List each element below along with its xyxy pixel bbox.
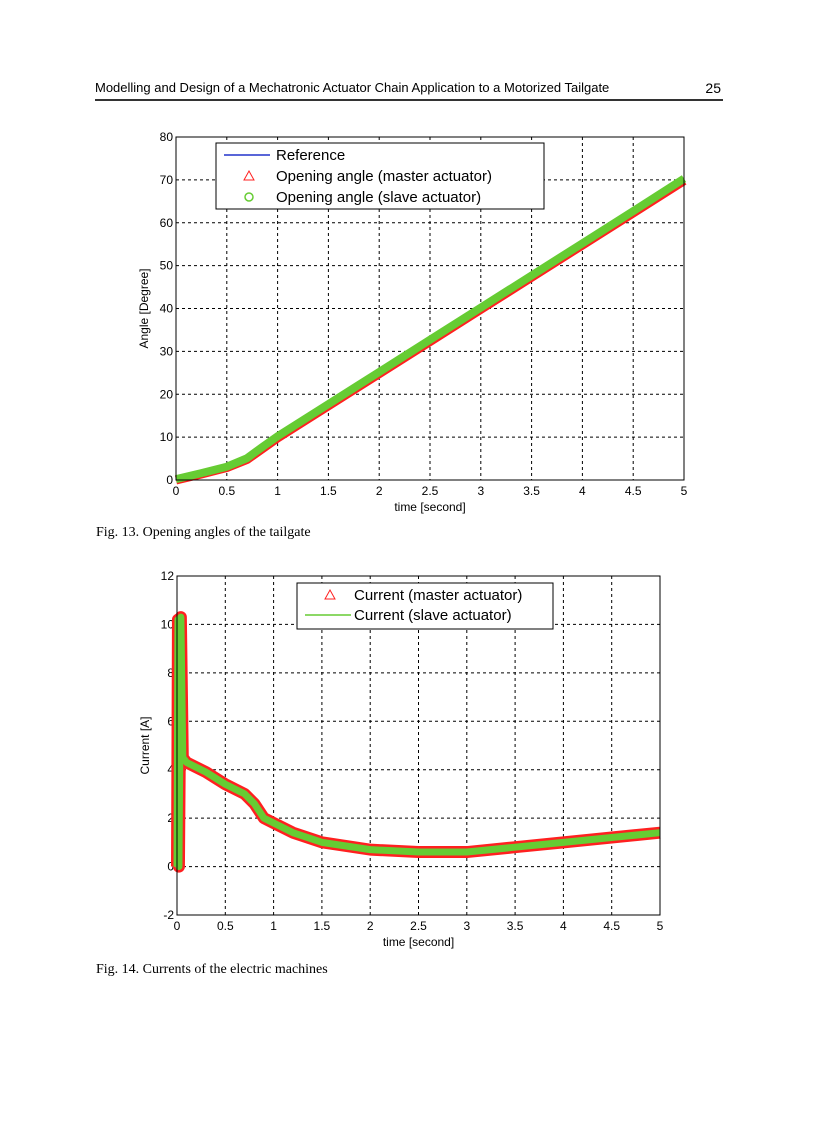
legend: Current (master actuator) Current (slave … [296,582,554,630]
x-tick-label: 0.5 [217,919,234,933]
y-tick-label: 50 [160,259,174,273]
running-header: Modelling and Design of a Mechatronic Ac… [95,80,723,101]
y-tick-label: 10 [160,430,174,444]
plot-frame [176,575,661,916]
x-tick-label: 3 [477,484,484,498]
y-tick-label: 12 [161,569,175,583]
y-axis-label: Current [A] [138,716,152,774]
plot-frame [175,136,685,481]
legend-label: Current (master actuator) [354,587,522,604]
y-tick-label: 4 [167,763,174,777]
y-tick-label: 70 [160,173,174,187]
x-tick-label: 5 [657,919,664,933]
legend: Reference Opening angle (master actuator)… [215,142,545,210]
y-axis-label: Angle [Degree] [137,268,151,348]
x-tick-label: 1.5 [320,484,337,498]
series-line-2 [173,613,661,871]
y-tick-label: 6 [167,714,174,728]
y-tick-label: 8 [167,666,174,680]
page-number: 25 [705,80,721,96]
x-tick-label: 4.5 [625,484,642,498]
x-tick-label: 0 [174,919,181,933]
x-tick-label: 4 [560,919,567,933]
x-axis-label: time [second] [394,500,465,514]
legend-label: Opening angle (master actuator) [276,168,492,185]
x-tick-label: 5 [681,484,688,498]
y-tick-label: 0 [166,473,173,487]
y-tick-label: 40 [160,302,174,316]
y-tick-label: 30 [160,344,174,358]
x-tick-label: 4 [579,484,586,498]
x-tick-label: 2 [376,484,383,498]
x-axis-label: time [second] [383,935,454,949]
y-tick-label: 20 [160,387,174,401]
x-tick-label: 2.5 [410,919,427,933]
figure-14-caption: Fig. 14. Currents of the electric machin… [96,962,328,977]
series-line-3 [175,175,687,484]
x-tick-label: 3.5 [523,484,540,498]
x-tick-label: 1.5 [314,919,331,933]
x-tick-label: 4.5 [603,919,620,933]
legend-label: Opening angle (slave actuator) [276,189,481,206]
y-tick-label: 60 [160,216,174,230]
y-tick-label: 80 [160,130,174,144]
legend-label: Current (slave actuator) [354,607,512,624]
legend-label: Reference [276,147,345,164]
x-tick-label: 0 [173,484,180,498]
x-tick-label: 3.5 [507,919,524,933]
x-tick-label: 1 [274,484,281,498]
header-title: Modelling and Design of a Mechatronic Ac… [95,80,610,95]
figure-13-caption: Fig. 13. Opening angles of the tailgate [96,525,311,540]
y-tick-label: 2 [167,811,174,825]
legend-circle-icon [244,192,254,202]
legend-triangle-icon [243,169,255,181]
y-tick-label: 10 [161,617,175,631]
x-tick-label: 2.5 [422,484,439,498]
y-tick-label: -2 [163,908,174,922]
legend-triangle-icon [324,588,336,600]
chart-1: 0 0.5 1 1.5 2 2.5 3 3.5 4 4.5 501020304050607080ti… [137,130,688,514]
y-tick-label: 0 [167,860,174,874]
x-tick-label: 1 [270,919,277,933]
x-tick-label: 3 [463,919,470,933]
x-tick-label: 0.5 [218,484,235,498]
x-tick-label: 2 [367,919,374,933]
